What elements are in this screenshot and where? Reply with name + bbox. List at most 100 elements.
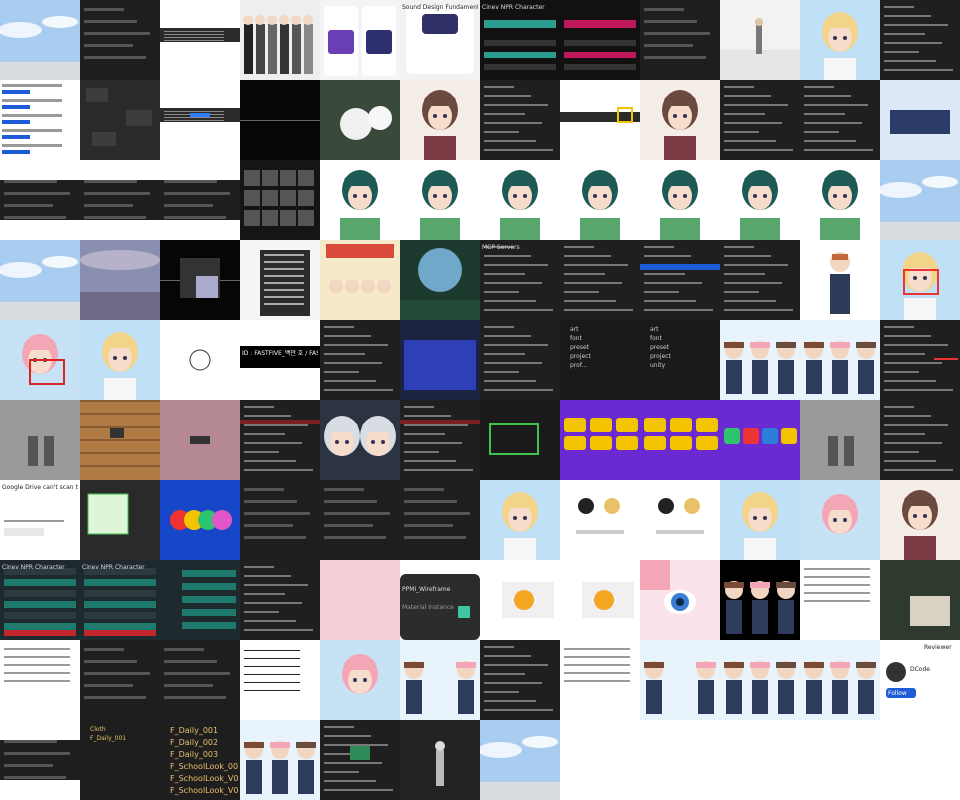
thumbnail-cat-doodle[interactable] (160, 320, 240, 400)
thumbnail-anime-trio[interactable] (720, 320, 800, 400)
thumbnail-sky[interactable] (0, 0, 80, 80)
folder-item[interactable]: font (570, 335, 582, 342)
thumbnail-dark-panel[interactable]: Cinev NPR Character (480, 0, 560, 80)
thumbnail-anime-pink-box[interactable] (0, 320, 80, 400)
thumbnail-pink-table[interactable] (160, 400, 240, 480)
folder-item[interactable]: preset (650, 344, 670, 351)
thumbnail-dark-ui[interactable] (80, 0, 160, 80)
thumbnail-teal-panel[interactable]: Cinev NPR Character (0, 560, 80, 640)
thumbnail-yellow-blocks[interactable] (640, 400, 720, 480)
thumbnail-anime-blonde[interactable] (800, 0, 880, 80)
thumbnail-dark-panel-pink[interactable] (560, 0, 640, 80)
thumbnail-dark-folders[interactable]: Cloth F_Daily_001 (80, 720, 160, 800)
folder-item[interactable]: F_Daily_001 (90, 735, 127, 742)
thumbnail-anime-dark-heads[interactable] (720, 560, 800, 640)
thumbnail-grey-boots[interactable] (800, 400, 880, 480)
thumbnail-mobile-cards[interactable] (320, 0, 400, 80)
thumbnail-white-yellow[interactable] (560, 80, 640, 160)
folder-item[interactable]: unity (650, 362, 666, 369)
thumbnail-dark-table[interactable] (320, 320, 400, 400)
thumbnail-context-menu[interactable] (240, 240, 320, 320)
thumbnail-dark-green-ui[interactable] (320, 720, 400, 800)
follow-button[interactable]: Follow (888, 690, 907, 697)
thumbnail-anime-portrait[interactable] (400, 80, 480, 160)
thumbnail-dark-ui[interactable] (80, 640, 160, 720)
folder-item[interactable]: F_SchoolLook_001 (170, 762, 238, 771)
folder-item[interactable]: F_SchoolLook_V02 (170, 786, 238, 795)
thumbnail-anime-green[interactable] (560, 160, 640, 240)
thumbnail-dark-tree-list[interactable]: art font preset project unity (640, 320, 720, 400)
thumbnail-green-frame[interactable] (80, 480, 160, 560)
thumbnail-black-line[interactable] (240, 80, 320, 160)
thumbnail-white-chars-grid[interactable] (640, 480, 720, 560)
thumbnail-dark-thin[interactable] (0, 160, 80, 240)
thumbnail-dark-ui[interactable] (240, 480, 320, 560)
thumbnail-doc-blue-buttons[interactable] (0, 80, 80, 160)
thumbnail-dark-list[interactable] (880, 400, 960, 480)
thumbnail-anime-eye[interactable] (640, 560, 720, 640)
thumbnail-pink-hair[interactable] (320, 560, 400, 640)
thumbnail-dark-red[interactable] (240, 400, 320, 480)
folder-item[interactable]: art (570, 326, 579, 333)
thumbnail-dark-ui[interactable] (400, 480, 480, 560)
thumbnail-flower-card[interactable] (560, 560, 640, 640)
thumbnail-dark-tree[interactable] (480, 80, 560, 160)
thumbnail-dark-red[interactable] (400, 400, 480, 480)
thumbnail-black-window[interactable] (160, 240, 240, 320)
thumbnail-tree-scene[interactable] (400, 240, 480, 320)
thumbnail-anime-trio[interactable] (800, 320, 880, 400)
thumbnail-photo-cat[interactable] (320, 80, 400, 160)
thumbnail-green-outline[interactable] (480, 400, 560, 480)
thumbnail-dark-bar[interactable] (160, 640, 240, 720)
thumbnail-sky[interactable] (880, 160, 960, 240)
thumbnail-white-table[interactable] (240, 640, 320, 720)
thumbnail-dark-card[interactable]: PPMI_Wireframe Material Instance (400, 560, 480, 640)
thumbnail-blue-grid[interactable] (400, 320, 480, 400)
thumbnail-white-chars[interactable] (560, 480, 640, 560)
thumbnail-dark-text[interactable]: MCP Servers (480, 240, 560, 320)
thumbnail-grey-boots[interactable] (0, 400, 80, 480)
thumbnail-white-doc[interactable]: Google Drive can't scan this file for vi… (0, 480, 80, 560)
thumbnail-dark-code[interactable] (800, 80, 880, 160)
thumbnail-card[interactable]: Sound Design Fundamentals (400, 0, 480, 80)
thumbnail-white-room[interactable] (720, 0, 800, 80)
thumbnail-manga-shop[interactable] (320, 240, 400, 320)
thumbnail-anime-green[interactable] (320, 160, 400, 240)
thumbnail-anime-couple[interactable] (400, 640, 480, 720)
thumbnail-anime-schoolgirl[interactable] (640, 80, 720, 160)
thumbnail-dark-terminal[interactable] (560, 240, 640, 320)
thumbnail-dark-thumbs[interactable] (240, 160, 320, 240)
thumbnail-room-photo[interactable] (880, 560, 960, 640)
thumbnail-anime-green[interactable] (480, 160, 560, 240)
thumbnail-dark-thin[interactable] (0, 720, 80, 800)
folder-item[interactable]: F_Daily_002 (170, 738, 219, 747)
thumbnail-anime-boy[interactable] (800, 240, 880, 320)
thumbnail-dark-settings[interactable] (240, 560, 320, 640)
thumbnail-white-files[interactable] (800, 560, 880, 640)
thumbnail-dark-folders-big[interactable]: F_Daily_001 F_Daily_002 F_Daily_003 F_Schoo… (160, 720, 240, 800)
thumbnail-dark-table2[interactable] (480, 320, 560, 400)
folder-item[interactable]: preset (570, 344, 590, 351)
folder-item[interactable]: F_SchoolLook_V01 (170, 774, 238, 783)
thumbnail-anime-lineup[interactable] (800, 640, 880, 720)
thumbnail-white-files[interactable] (0, 640, 80, 720)
thumbnail-dark-blue-list[interactable] (640, 240, 720, 320)
thumbnail-dark-tree-list[interactable]: art font preset project prof... (560, 320, 640, 400)
thumbnail-anime-pink-big[interactable] (320, 640, 400, 720)
folder-item[interactable]: prof... (570, 362, 588, 369)
thumbnail-dusk[interactable] (80, 240, 160, 320)
thumbnail-dark-ui[interactable] (640, 0, 720, 80)
thumbnail-dark-menu[interactable] (480, 640, 560, 720)
thumbnail-anime-blonde-smile[interactable] (480, 480, 560, 560)
thumbnail-sky[interactable] (0, 240, 80, 320)
thumbnail-dark-files[interactable] (720, 80, 800, 160)
thumbnail-anime-blonde-light[interactable] (80, 320, 160, 400)
thumbnail-dark-ui[interactable] (320, 480, 400, 560)
thumbnail-anime-grid-faces[interactable] (640, 640, 720, 720)
folder-item[interactable]: project (570, 353, 591, 360)
thumbnail-anime-green[interactable] (640, 160, 720, 240)
thumbnail-profile[interactable]: DCode Follow Reviewer (880, 640, 960, 720)
thumbnail-blue-scene[interactable] (880, 80, 960, 160)
thumbnail-anime-blonde-crop[interactable] (720, 480, 800, 560)
thumbnail-anime-lineup[interactable] (240, 720, 320, 800)
